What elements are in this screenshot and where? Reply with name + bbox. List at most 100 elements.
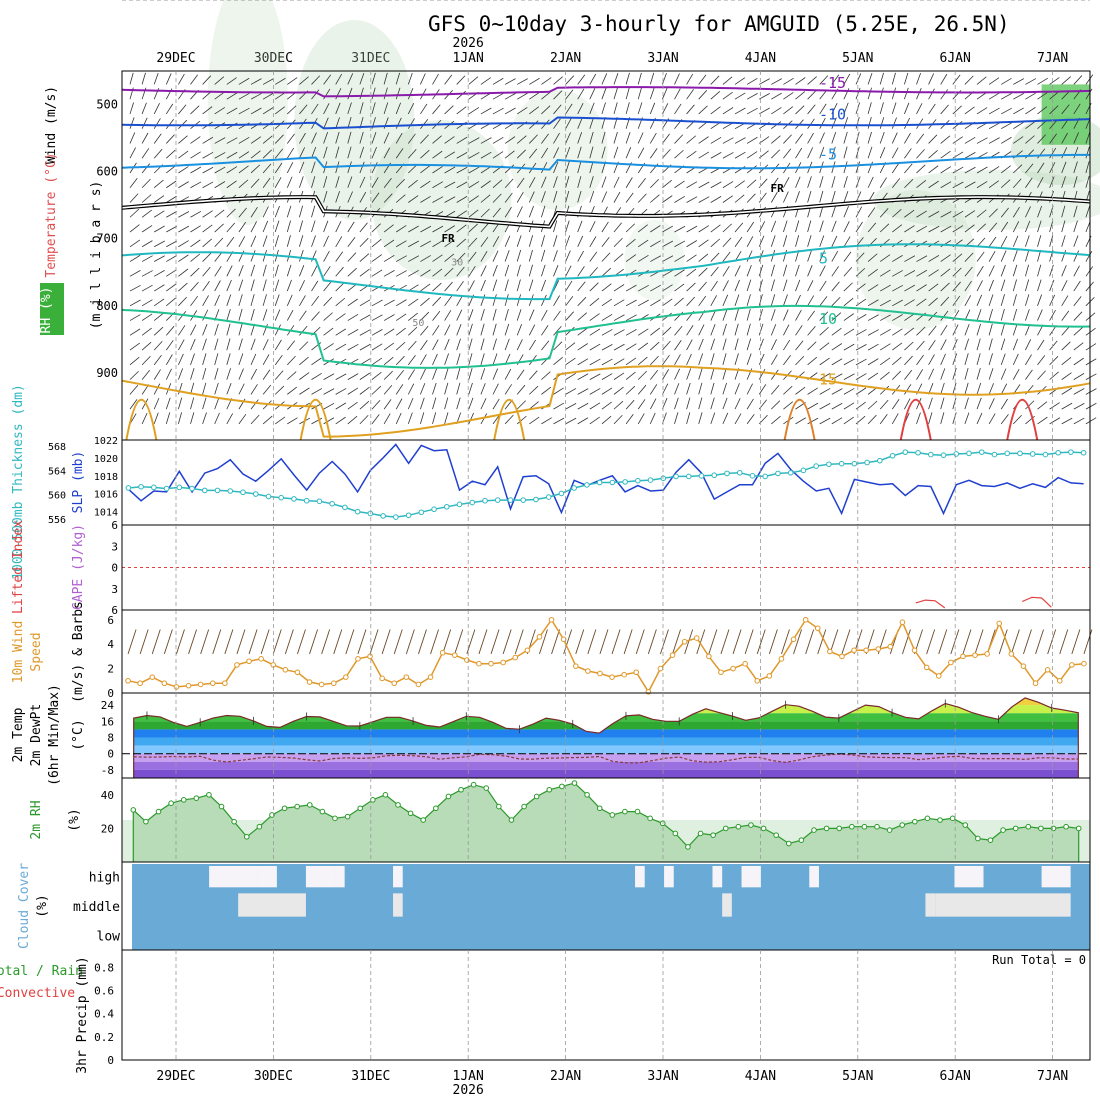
- wind-barb: [141, 194, 152, 203]
- wind-barb: [468, 76, 479, 85]
- wind-barb: [408, 340, 417, 351]
- wind-barb: [1085, 176, 1090, 188]
- li-ytick-label: 0: [111, 562, 118, 575]
- wind-barb: [347, 343, 359, 351]
- wind-barb: [553, 132, 560, 144]
- wind-barb: [589, 373, 601, 380]
- wind-barb: [867, 284, 879, 292]
- wind-barb: [335, 343, 347, 351]
- rh-point: [811, 827, 817, 833]
- wind-barb: [129, 132, 136, 144]
- wind-barb: [420, 412, 425, 425]
- wind-barb: [383, 413, 391, 425]
- wind-barb: [710, 106, 721, 115]
- wind-barb: [698, 225, 710, 233]
- wind-barb: [1073, 235, 1079, 247]
- wind-barb: [795, 105, 805, 115]
- thickness-point: [558, 490, 565, 497]
- wind-barb: [420, 180, 431, 189]
- wind-barb: [359, 87, 364, 100]
- wind-barb: [226, 368, 231, 380]
- wind-barb: [516, 149, 527, 159]
- wind-barb: [892, 255, 903, 262]
- wind-barb: [1061, 76, 1072, 85]
- wind-barb: [541, 205, 546, 218]
- wind-barb: [1025, 339, 1032, 351]
- wind-barb: [771, 92, 782, 100]
- wind-barb: [529, 416, 540, 425]
- near-surface-contour: [783, 399, 816, 441]
- wind-barb: [178, 268, 189, 277]
- wind-barb: [553, 356, 563, 366]
- rh-point: [748, 822, 754, 828]
- wind-barb: [1012, 264, 1018, 277]
- wind-barb: [166, 225, 178, 233]
- wind-barb: [408, 164, 418, 174]
- li-ytick-label: 3: [111, 540, 118, 553]
- wind-barb: [274, 416, 286, 425]
- high-cloud-gap: [1041, 866, 1071, 888]
- wind-barb: [153, 118, 161, 129]
- thickness-point: [431, 506, 437, 513]
- wind-barb: [964, 75, 974, 85]
- wind-barb: [250, 279, 255, 292]
- wind-barb: [153, 179, 164, 189]
- wind-barb: [867, 222, 877, 233]
- wind-barb: [238, 151, 250, 159]
- wind-barb: [504, 192, 513, 203]
- wind-barb: [577, 402, 589, 410]
- wind-barb: [1049, 356, 1059, 366]
- wind-barb: [371, 146, 377, 159]
- wind-barb: [238, 308, 243, 321]
- wind-barb: [891, 178, 901, 188]
- wind-barb: [432, 353, 438, 366]
- wind-barb: [347, 252, 357, 262]
- wind-barb: [395, 412, 402, 425]
- wind-barb: [916, 298, 927, 307]
- wind-barb: [807, 190, 812, 203]
- wind-barb: [601, 343, 613, 351]
- wind-barb: [746, 338, 752, 351]
- thickness-point: [978, 449, 985, 455]
- wind-barb: [262, 264, 267, 277]
- wind-barb: [129, 342, 140, 351]
- wind-barb: [613, 343, 625, 351]
- wind-barb: [637, 413, 645, 425]
- wind-barb: [274, 92, 286, 100]
- wind-barb: [1037, 205, 1043, 218]
- wind-barb: [662, 354, 670, 366]
- wind-barb: [698, 368, 703, 380]
- wind-barb: [1012, 221, 1020, 233]
- surface-wind-barb: [490, 629, 500, 655]
- wind-barb: [589, 266, 598, 277]
- wind-barb: [456, 224, 467, 233]
- wind-barb: [601, 387, 613, 395]
- surface-wind-barb: [938, 629, 948, 655]
- lifted-index-line: [915, 599, 946, 609]
- li-ytick-label: 3: [111, 583, 118, 596]
- wind-barb: [202, 75, 212, 85]
- wind-barb: [976, 223, 987, 233]
- wind-barb: [335, 221, 342, 233]
- wind-speed-point: [1008, 651, 1015, 657]
- wind-barb: [1012, 250, 1018, 262]
- wind-barb: [250, 93, 262, 100]
- wind-barb: [214, 107, 225, 115]
- wind-barb: [347, 191, 353, 203]
- bottom-date-label: 6JAN: [940, 1069, 971, 1084]
- wind-barb: [541, 417, 552, 425]
- thickness-ytick-label: 568: [48, 442, 66, 453]
- wind-barb: [432, 225, 444, 233]
- wind-speed-point: [391, 680, 398, 687]
- wind-barb: [637, 132, 644, 144]
- wind-barb: [892, 314, 903, 321]
- wind-barb: [141, 355, 151, 366]
- wind-barb: [662, 103, 669, 115]
- wind-barb: [855, 343, 867, 351]
- wind-barb: [1025, 294, 1030, 306]
- rh-blob: [371, 120, 512, 280]
- wind-barb: [166, 180, 177, 189]
- wind-barb: [565, 190, 570, 203]
- wind-barb: [928, 368, 935, 380]
- wind-barb: [1073, 296, 1082, 307]
